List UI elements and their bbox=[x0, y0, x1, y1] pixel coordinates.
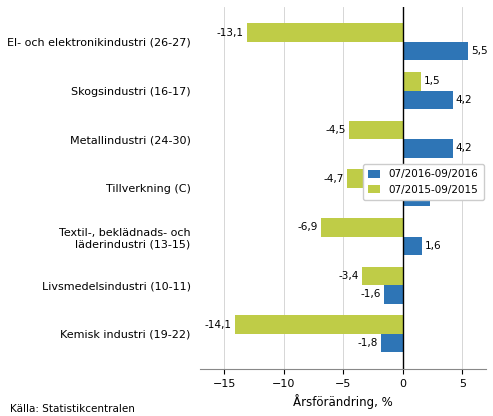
Text: -3,4: -3,4 bbox=[339, 271, 359, 281]
Text: 4,2: 4,2 bbox=[456, 95, 472, 105]
Bar bbox=[349, 121, 403, 139]
Bar bbox=[347, 169, 403, 188]
Bar bbox=[403, 188, 430, 206]
Bar bbox=[247, 23, 403, 42]
Bar bbox=[384, 285, 403, 304]
Text: -14,1: -14,1 bbox=[205, 319, 232, 329]
Text: Källa: Statistikcentralen: Källa: Statistikcentralen bbox=[10, 404, 135, 414]
Text: -6,9: -6,9 bbox=[297, 222, 317, 232]
Text: -1,8: -1,8 bbox=[358, 338, 378, 348]
Bar bbox=[403, 91, 453, 109]
Text: 4,2: 4,2 bbox=[456, 144, 472, 154]
X-axis label: Årsförändring, %: Årsförändring, % bbox=[293, 394, 393, 409]
Text: 1,5: 1,5 bbox=[423, 76, 440, 86]
Text: -1,6: -1,6 bbox=[360, 290, 381, 300]
Bar bbox=[403, 237, 422, 255]
Bar bbox=[403, 139, 453, 158]
Text: -4,5: -4,5 bbox=[326, 125, 346, 135]
Text: 1,6: 1,6 bbox=[425, 241, 441, 251]
Bar bbox=[235, 315, 403, 334]
Text: -13,1: -13,1 bbox=[217, 27, 244, 37]
Text: -4,7: -4,7 bbox=[323, 173, 344, 183]
Text: 2,3: 2,3 bbox=[433, 192, 450, 202]
Bar bbox=[320, 218, 403, 237]
Legend: 07/2016-09/2016, 07/2015-09/2015: 07/2016-09/2016, 07/2015-09/2015 bbox=[363, 164, 484, 200]
Bar bbox=[403, 72, 421, 91]
Text: 5,5: 5,5 bbox=[471, 46, 488, 56]
Bar bbox=[362, 267, 403, 285]
Bar bbox=[381, 334, 403, 352]
Bar bbox=[403, 42, 468, 60]
